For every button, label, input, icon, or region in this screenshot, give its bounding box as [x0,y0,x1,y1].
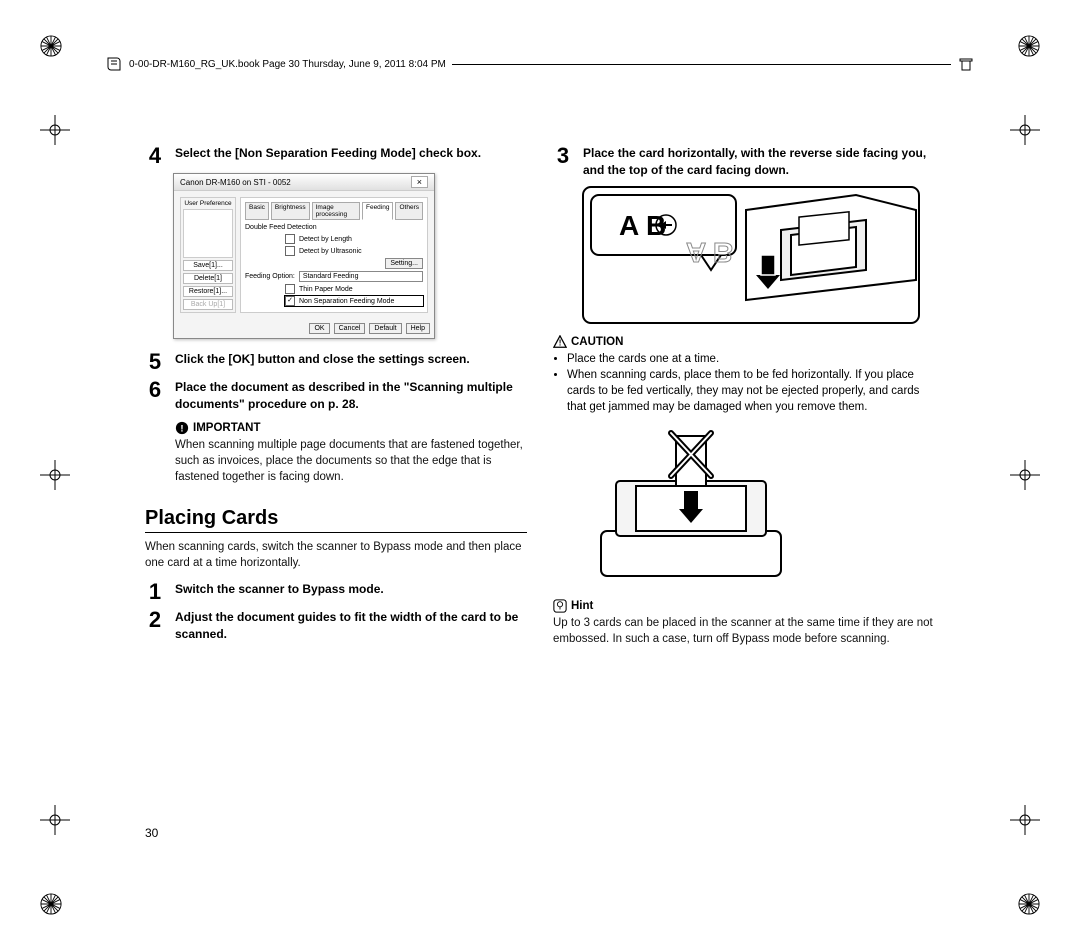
dialog-close-icon: × [411,176,428,188]
tab-feeding: Feeding [362,202,394,220]
vertical-prohibited-illustration [581,421,801,591]
dialog-side-label: User Preference [183,200,233,207]
step-6-number: 6 [145,379,165,485]
caution-item-1: Place the cards one at a time. [567,351,935,367]
tab-image: Image processing [312,202,360,220]
book-icon-right [957,55,975,73]
cropmark-right-mid [1010,460,1040,490]
step-1-text: Switch the scanner to Bypass mode. [175,581,527,603]
cropmark-right-bot [1010,805,1040,835]
page-number: 30 [145,826,158,840]
feed-value: Standard Feeding [299,271,423,282]
dialog-restore-btn: Restore[1]... [183,286,233,297]
step-5-text: Click the [OK] button and close the sett… [175,351,527,373]
svg-text:!: ! [180,423,183,434]
hint-text: Up to 3 cards can be placed in the scann… [553,615,935,647]
caution-item-2: When scanning cards, place them to be fe… [567,367,935,415]
dialog-setting-btn: Setting... [385,258,423,269]
important-icon: ! [175,421,189,435]
dialog-title: Canon DR-M160 on STI - 0052 [180,178,291,187]
feed-label: Feeding Option: [245,273,295,280]
book-header: 0-00-DR-M160_RG_UK.book Page 30 Thursday… [105,55,975,73]
caution-icon: ! [553,335,567,349]
step-4-text: Select the [Non Separation Feeding Mode]… [175,145,527,167]
tab-others: Others [395,202,423,220]
crop-ornament-br [1018,893,1040,915]
step-4-number: 4 [145,145,165,167]
crop-ornament-tr [1018,35,1040,57]
crop-ornament-tl [40,35,62,57]
dialog-ok: OK [309,323,329,334]
chk-nonsep: Non Separation Feeding Mode [299,298,394,305]
step-2-number: 2 [145,609,165,643]
caution-label: CAUTION [571,336,623,348]
settings-dialog-screenshot: Canon DR-M160 on STI - 0052 × User Prefer… [173,173,435,339]
left-column: 4 Select the [Non Separation Feeding Mod… [145,145,527,850]
book-icon [105,55,123,73]
cropmark-left-bot [40,805,70,835]
step-3-number: 3 [553,145,573,179]
header-text: 0-00-DR-M160_RG_UK.book Page 30 Thursday… [129,59,446,70]
step-1-number: 1 [145,581,165,603]
hint-label: Hint [571,600,593,612]
step-2-text: Adjust the document guides to fit the wi… [175,609,527,643]
cropmark-left-top [40,115,70,145]
placing-cards-title: Placing Cards [145,507,527,533]
dialog-cancel: Cancel [334,323,366,334]
dialog-save-btn: Save[1]... [183,260,233,271]
cropmark-right-top [1010,115,1040,145]
dialog-delete-btn: Delete[1] [183,273,233,284]
crop-ornament-bl [40,893,62,915]
placing-cards-intro: When scanning cards, switch the scanner … [145,539,527,571]
step-3-text: Place the card horizontally, with the re… [583,145,935,179]
step-6-text: Place the document as described in the "… [175,379,527,413]
dialog-help: Help [406,323,430,334]
right-column: 3 Place the card horizontally, with the … [553,145,935,850]
caution-list: Place the cards one at a time. When scan… [553,351,935,415]
svg-text:!: ! [559,338,562,347]
dialog-section-doublefeed: Double Feed Detection [245,224,423,231]
chk-length: Detect by Length [299,236,352,243]
svg-text:A B: A B [686,237,733,268]
step-5-number: 5 [145,351,165,373]
important-label: IMPORTANT [193,422,261,434]
chk-thin: Thin Paper Mode [299,286,353,293]
dialog-default: Default [369,323,401,334]
svg-text:A B: A B [619,210,666,241]
dialog-backup-btn: Back Up[1] [183,299,233,310]
tab-basic: Basic [245,202,269,220]
chk-ultrasonic: Detect by Ultrasonic [299,248,362,255]
tab-brightness: Brightness [271,202,310,220]
important-text: When scanning multiple page documents th… [175,437,527,485]
card-orientation-illustration: A B A B [581,185,921,325]
hint-icon [553,599,567,613]
cropmark-left-mid [40,460,70,490]
